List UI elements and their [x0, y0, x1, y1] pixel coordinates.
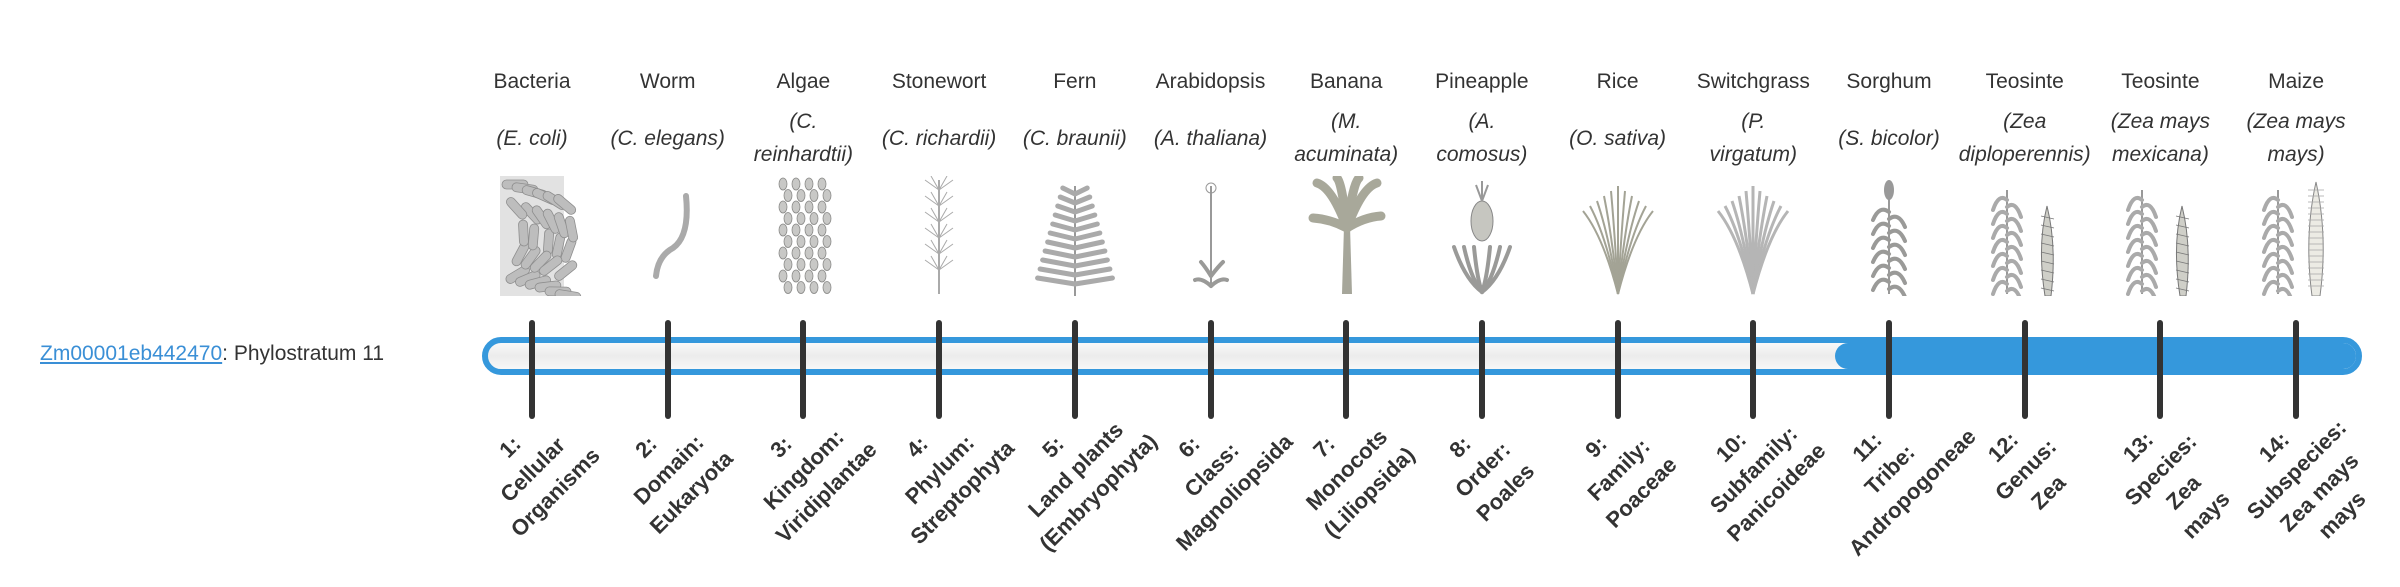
scientific-name-line: (Zea	[2003, 110, 2047, 133]
organism-scientific-name: (Zea diploperennis)	[1957, 105, 2093, 171]
organism-scientific-name: (C. braunii)	[1007, 122, 1143, 155]
worm-icon	[618, 176, 718, 296]
separator: :	[222, 342, 228, 365]
stratum-tick	[1478, 320, 1485, 419]
organism-scientific-name: (S. bicolor)	[1821, 122, 1957, 155]
organism-name: Rice	[1596, 70, 1639, 93]
fern-icon	[1025, 176, 1125, 296]
scientific-name-line: diploperennis)	[1958, 143, 2091, 166]
organism-scientific-name: (A. thaliana)	[1143, 122, 1279, 155]
teosinte-mexicana-icon	[2110, 176, 2210, 303]
gene-phylostratum-label: Zm00001eb442470: Phylostratum 11	[40, 340, 384, 368]
organism-name: Banana	[1309, 70, 1383, 93]
organism-name: Maize	[2268, 70, 2325, 93]
scientific-name-line: (E. coli)	[496, 127, 568, 150]
teosinte-icon	[1975, 176, 2075, 303]
scientific-name-line: (C. richardii)	[881, 127, 997, 150]
rice-icon	[1568, 176, 1668, 296]
stratum-tick	[1614, 320, 1621, 419]
stratum-tick	[800, 320, 807, 419]
scientific-name-line: (A. thaliana)	[1153, 127, 1268, 150]
organism-name: Worm	[639, 70, 696, 93]
organism-name: Switchgrass	[1696, 70, 1810, 93]
gene-id-link[interactable]: Zm00001eb442470	[40, 342, 223, 365]
organism-scientific-name: (A. comosus)	[1414, 105, 1550, 171]
pineapple-icon	[1432, 176, 1532, 296]
scientific-name-line: mays)	[2267, 143, 2325, 166]
organism-scientific-name: (C. elegans)	[600, 122, 736, 155]
scientific-name-line: comosus)	[1436, 143, 1528, 166]
stratum-label: 1: Cellular Organisms	[439, 376, 627, 564]
stratum-tick	[1343, 320, 1350, 419]
organism-scientific-name: (Zea mays mexicana)	[2092, 105, 2228, 171]
bacteria-icon	[482, 176, 582, 302]
organism-name: Stonewort	[891, 70, 987, 93]
switchgrass-icon	[1703, 176, 1803, 296]
organism-name: Teosinte	[2121, 70, 2200, 93]
organism-name: Algae	[776, 70, 831, 93]
organism-scientific-name: (Zea mays mays)	[2228, 105, 2364, 171]
scientific-name-line: (M.	[1331, 110, 1362, 133]
organism-name: Bacteria	[493, 70, 571, 93]
scientific-name-line: (Zea mays	[2110, 110, 2210, 133]
arabidopsis-icon	[1161, 176, 1261, 296]
scientific-name-line: (P.	[1741, 110, 1766, 133]
phylostratum-bar-fill	[1835, 343, 2356, 369]
organism-name: Arabidopsis	[1155, 70, 1266, 93]
stratum-tick	[664, 320, 671, 419]
stratum-label: 14: Subspecies: Zea mays mays	[2203, 376, 2400, 587]
phylostratum-text: Phylostratum 11	[233, 342, 385, 365]
stratum-tick	[2293, 320, 2300, 419]
maize-icon	[2246, 176, 2346, 303]
stratum-label: 5: Land plants (Embryophyta)	[982, 376, 1170, 564]
stratum-label: 11: Tribe: Andropogoneae	[1796, 376, 1984, 564]
sorghum-icon	[1839, 176, 1939, 299]
organism-name: Teosinte	[1985, 70, 2064, 93]
scientific-name-line: (A.	[1468, 110, 1496, 133]
stratum-label: 8: Order: Poales	[1389, 376, 1577, 564]
scientific-name-line: mexicana)	[2111, 143, 2209, 166]
stratum-tick	[529, 320, 535, 419]
organism-name: Sorghum	[1846, 70, 1932, 93]
organism-scientific-name: (C. richardii)	[871, 122, 1007, 155]
stratum-label: 7: Monocots (Liliopsida)	[1253, 376, 1441, 564]
organism-name: Pineapple	[1435, 70, 1529, 93]
scientific-name-line: virgatum)	[1709, 143, 1798, 166]
organism-name: Fern	[1053, 70, 1097, 93]
scientific-name-line: (Zea mays	[2246, 110, 2346, 133]
stratum-tick	[2021, 320, 2028, 419]
scientific-name-line: (C. braunii)	[1022, 127, 1127, 150]
stratum-tick	[936, 320, 943, 419]
scientific-name-line: (C.	[789, 110, 818, 133]
phylostratum-bar	[482, 337, 2362, 375]
stratum-label: 10: Subfamily: Panicoideae	[1660, 376, 1848, 564]
scientific-name-line: (S. bicolor)	[1838, 127, 1940, 150]
organism-scientific-name: (C. reinhardtii)	[735, 105, 871, 171]
stratum-tick	[1750, 320, 1757, 419]
stratum-tick	[1207, 320, 1214, 419]
scientific-name-line: (O. sativa)	[1569, 127, 1667, 150]
stratum-tick	[1071, 320, 1078, 419]
stratum-tick	[2157, 320, 2164, 419]
stratum-label: 4: Phylum: Streptophyta	[846, 376, 1034, 564]
scientific-name-line: reinhardtii)	[753, 143, 853, 166]
organism-scientific-name: (O. sativa)	[1550, 122, 1686, 155]
stratum-tick	[1886, 320, 1892, 419]
scientific-name-line: acuminata)	[1294, 143, 1399, 166]
scientific-name-line: (C. elegans)	[610, 127, 725, 150]
banana-icon	[1296, 173, 1396, 296]
stonewort-icon	[889, 175, 989, 296]
organism-scientific-name: (P. virgatum)	[1685, 105, 1821, 171]
algae-icon	[753, 176, 853, 296]
organism-scientific-name: (M. acuminata)	[1278, 105, 1414, 171]
organism-scientific-name: (E. coli)	[464, 122, 600, 155]
